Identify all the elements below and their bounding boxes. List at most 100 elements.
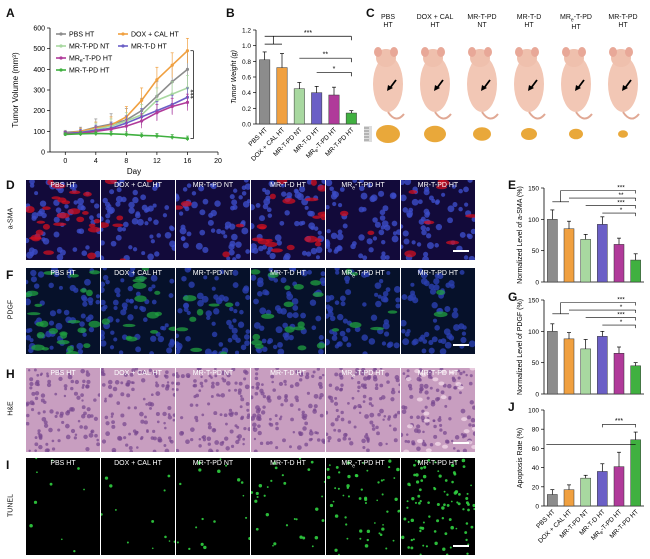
nucleus [83, 434, 88, 440]
nucleus [444, 306, 451, 313]
nucleus [34, 436, 38, 440]
apoptotic-cell [251, 491, 254, 494]
nucleus [64, 387, 68, 391]
apoptotic-cell [382, 523, 384, 526]
nucleus [240, 344, 247, 351]
nucleus [269, 422, 274, 427]
nucleus [176, 194, 180, 202]
nucleus [182, 242, 189, 249]
nucleus [364, 434, 369, 439]
microscopy-tile: MR-T-PD NT [176, 458, 250, 555]
nucleus [116, 401, 121, 405]
nucleus [454, 435, 460, 440]
nucleus [259, 325, 265, 331]
nucleus [108, 206, 115, 214]
nucleus [251, 416, 255, 421]
stain [310, 180, 317, 186]
nucleus [342, 436, 347, 441]
nucleus [129, 372, 134, 377]
stain [425, 448, 432, 452]
nucleus [85, 447, 90, 452]
nucleus [424, 405, 428, 409]
nucleus [223, 234, 228, 239]
y-axis-label: Apoptosis Rate (%) [517, 428, 524, 488]
nucleus [245, 329, 250, 334]
mouse-ear [437, 47, 445, 57]
data-point [170, 135, 174, 139]
nucleus [83, 425, 88, 430]
nucleus [294, 395, 299, 400]
stain [441, 444, 448, 449]
nucleus [162, 213, 168, 218]
nucleus [313, 226, 319, 231]
stain [438, 381, 445, 386]
nucleus [462, 448, 467, 452]
y-tick-label: 20 [532, 484, 540, 491]
panel-label-i: I [6, 458, 10, 472]
nucleus [308, 438, 313, 442]
stain [31, 344, 45, 351]
nucleus [101, 240, 105, 246]
nucleus [171, 387, 175, 391]
panel-label-h: H [6, 367, 15, 381]
nucleus [472, 431, 475, 436]
stain [276, 180, 288, 185]
legend-marker [59, 44, 63, 48]
nucleus [55, 322, 63, 330]
stain [282, 198, 296, 204]
stain [53, 222, 67, 226]
apoptotic-cell [414, 459, 417, 462]
nucleus [375, 300, 382, 308]
bar [630, 439, 641, 507]
nucleus [312, 370, 316, 374]
nucleus [176, 345, 182, 351]
nucleus [295, 370, 300, 374]
nucleus [131, 217, 139, 225]
y-tick-label: 150 [528, 186, 539, 193]
nucleus [163, 444, 167, 447]
nucleus [29, 338, 34, 343]
nucleus [195, 403, 199, 407]
nucleus [309, 299, 317, 306]
nucleus [401, 432, 404, 438]
stain [423, 220, 435, 225]
y-tick-label: 500 [33, 46, 45, 53]
nucleus [402, 207, 409, 213]
tile-title: DOX + CAL HT [114, 460, 162, 467]
stain [433, 311, 448, 318]
nucleus [227, 337, 233, 343]
apoptotic-cell [434, 461, 437, 464]
panel-label-b: B [226, 6, 235, 20]
mouse-ear [468, 47, 476, 57]
nucleus [46, 374, 50, 378]
microscopy-tile: MR-T-PD HT [401, 458, 475, 555]
nucleus [149, 234, 154, 239]
stain [42, 223, 50, 230]
apoptotic-cell [29, 523, 33, 528]
nucleus [435, 397, 440, 402]
stain [463, 429, 470, 434]
nucleus [331, 335, 338, 341]
nucleus [207, 422, 212, 426]
nucleus [232, 282, 239, 289]
nucleus [409, 394, 414, 399]
nucleus [82, 383, 85, 387]
tile-title: MR-T-D HT [270, 182, 306, 189]
sig-label: *** [189, 89, 198, 98]
apoptotic-cell [462, 465, 466, 469]
data-point [124, 124, 128, 128]
nucleus [402, 338, 410, 346]
nucleus [381, 220, 389, 227]
nucleus [383, 415, 387, 418]
mouse-ear [515, 47, 523, 57]
nucleus [176, 374, 180, 379]
nucleus [77, 419, 81, 423]
nucleus [368, 247, 374, 253]
apoptotic-cell [219, 458, 222, 461]
nucleus [313, 404, 318, 409]
nucleus [149, 351, 155, 354]
nucleus [457, 376, 461, 380]
nucleus [392, 231, 397, 236]
nucleus [253, 437, 257, 441]
nucleus [342, 223, 348, 229]
